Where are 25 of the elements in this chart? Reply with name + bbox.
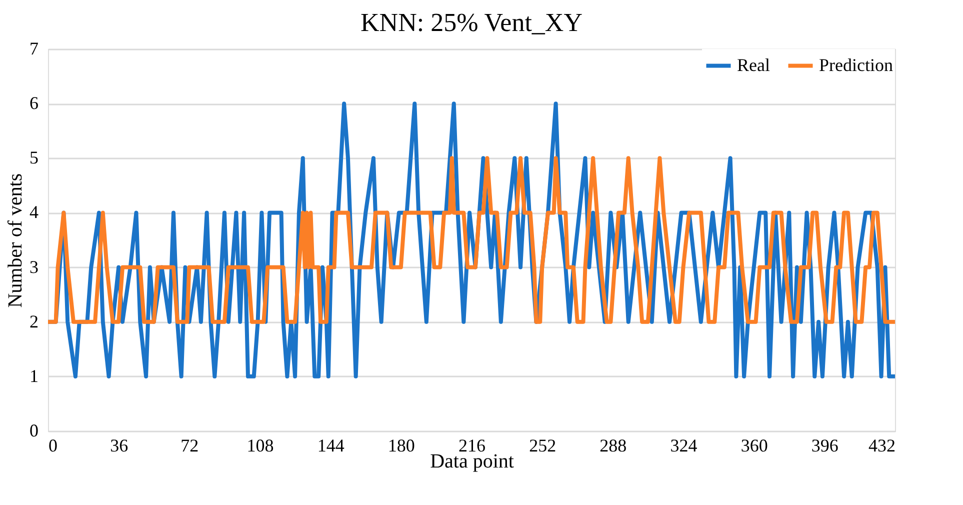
x-tick-label: 144 xyxy=(317,436,344,456)
chart-title: KNN: 25% Vent_XY xyxy=(360,8,583,37)
y-tick-label: 0 xyxy=(30,420,38,440)
y-tick-label: 6 xyxy=(30,93,38,114)
y-tick-label: 1 xyxy=(30,366,38,386)
x-tick-label: 360 xyxy=(740,436,768,456)
y-tick-label: 3 xyxy=(30,256,38,277)
x-tick-label: 252 xyxy=(529,436,556,456)
line-series xyxy=(46,156,897,324)
x-tick-label: 0 xyxy=(48,436,58,456)
y-tick-label: 7 xyxy=(30,38,38,58)
x-tick-label: 72 xyxy=(180,436,199,456)
y-tick-label: 5 xyxy=(30,148,38,168)
legend-label: Prediction xyxy=(819,54,893,75)
x-tick-label: 108 xyxy=(246,436,274,456)
x-tick-label: 288 xyxy=(600,436,627,456)
x-tick-label: 36 xyxy=(110,436,128,456)
x-tick-label: 324 xyxy=(670,436,698,456)
y-axis-title: Number of vents xyxy=(4,173,26,308)
legend-label: Real xyxy=(737,54,770,75)
x-tick-label: 432 xyxy=(868,436,896,456)
x-tick-label: 396 xyxy=(811,436,838,456)
x-tick-label: 180 xyxy=(388,436,415,456)
y-tick-label: 4 xyxy=(30,202,38,222)
y-tick-label: 2 xyxy=(30,311,38,332)
